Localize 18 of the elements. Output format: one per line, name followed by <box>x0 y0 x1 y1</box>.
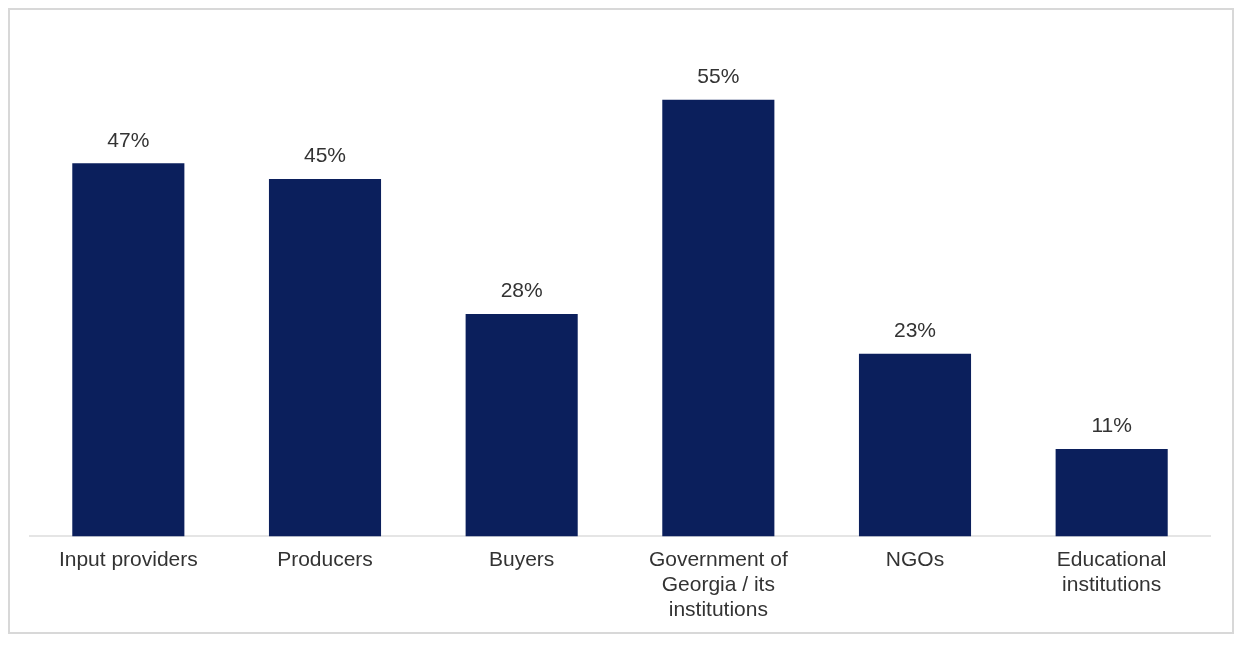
bar <box>465 314 578 537</box>
data-label: 23% <box>893 318 937 342</box>
x-tick-label: NGOs <box>885 546 945 570</box>
bar <box>268 179 382 537</box>
data-label: 28% <box>500 278 543 302</box>
data-label: 11% <box>1091 413 1132 437</box>
bar <box>662 99 775 537</box>
data-label: 55% <box>697 64 740 87</box>
data-label: 45% <box>303 143 347 167</box>
x-tick-label: Producers <box>277 546 373 570</box>
bar <box>858 353 972 537</box>
x-tick-label: Buyers <box>488 546 555 570</box>
bar <box>1055 449 1168 537</box>
data-label: 47% <box>107 127 150 151</box>
bar <box>72 163 185 537</box>
x-tick-label: Input providers <box>58 546 198 570</box>
x-tick-label: Educational institutions <box>1056 546 1167 595</box>
x-tick-label: Government of Georgia / its institutions <box>648 546 788 621</box>
